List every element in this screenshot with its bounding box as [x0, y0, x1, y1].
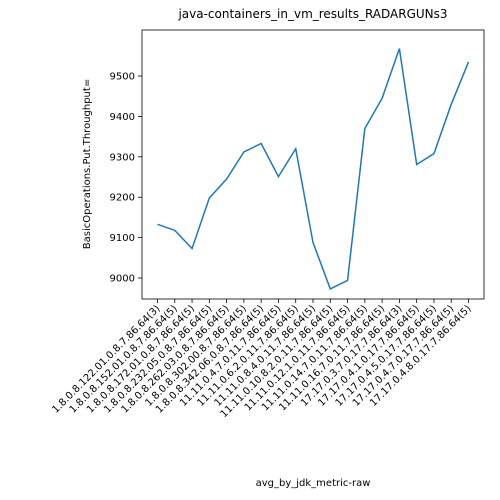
line-series	[157, 48, 470, 290]
y-tick-label: 9100	[110, 233, 135, 244]
chart-title: java-containers_in_vm_results_RADARGUNs3	[177, 7, 447, 21]
plot-frame	[141, 29, 485, 300]
x-axis-label: avg_by_jdk_metric-raw	[256, 478, 371, 489]
y-tick-label: 9500	[110, 72, 135, 83]
y-tick-label: 9000	[110, 273, 135, 284]
y-tick-label: 9200	[110, 193, 135, 204]
y-tick-label: 9300	[110, 152, 135, 163]
y-tick-label: 9400	[110, 112, 135, 123]
y-axis-label: BasicOperations.Put.Throughput=	[82, 79, 93, 249]
